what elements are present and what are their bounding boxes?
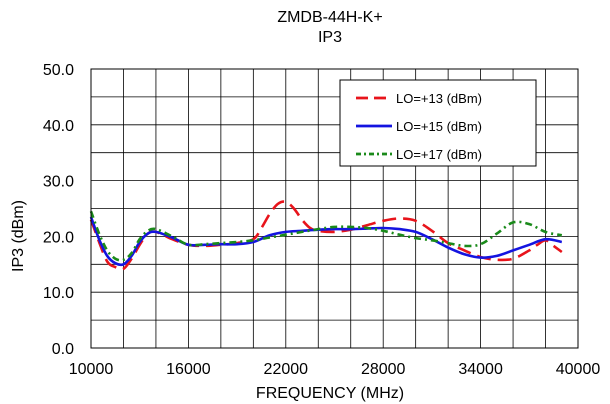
legend-label-1: LO=+13 (dBm) xyxy=(396,91,482,106)
series-line-2 xyxy=(89,216,563,267)
series-lines xyxy=(89,200,563,271)
y-axis-label: IP3 (dBm) xyxy=(10,200,27,272)
y-tick-label: 50.0 xyxy=(43,62,74,79)
tick-labels: 10000 16000 22000 28000 34000 40000 0.0 10.0 20.… xyxy=(43,62,600,378)
x-tick-label: 40000 xyxy=(556,361,601,378)
x-axis-label: FREQUENCY (MHz) xyxy=(256,385,404,402)
x-tick-label: 28000 xyxy=(361,361,406,378)
chart-subtitle: IP3 xyxy=(318,29,342,46)
y-tick-label: 0.0 xyxy=(52,341,74,358)
y-tick-label: 20.0 xyxy=(43,229,74,246)
x-tick-label: 16000 xyxy=(166,361,211,378)
legend: LO=+13 (dBm) LO=+15 (dBm) LO=+17 (dBm) xyxy=(339,79,537,167)
legend-label-2: LO=+15 (dBm) xyxy=(396,119,482,134)
x-tick-label: 34000 xyxy=(458,361,503,378)
plot-area xyxy=(90,68,579,349)
y-tick-label: 10.0 xyxy=(43,285,74,302)
x-tick-label: 22000 xyxy=(264,361,309,378)
y-tick-label: 30.0 xyxy=(43,174,74,191)
series-line-1 xyxy=(89,200,563,271)
x-tick-label: 10000 xyxy=(69,361,114,378)
series-line-3 xyxy=(89,210,563,262)
legend-label-3: LO=+17 (dBm) xyxy=(396,147,482,162)
chart-title: ZMDB-44H-K+ xyxy=(277,9,382,26)
y-tick-label: 40.0 xyxy=(43,118,74,135)
legend-box xyxy=(339,79,537,167)
